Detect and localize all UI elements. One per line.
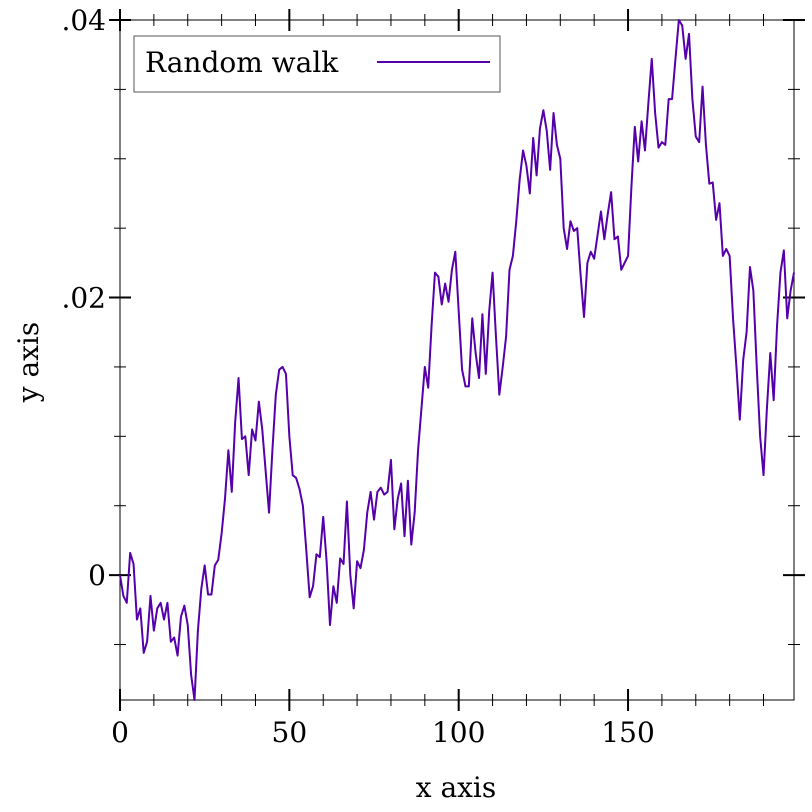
- x-tick-label: 0: [111, 716, 129, 749]
- legend-series-label: Random walk: [145, 46, 339, 79]
- series-line-random-walk: [119, 19, 795, 701]
- axis-tick-labels: 0 50 100 150 0 .02 .04: [61, 4, 654, 749]
- y-axis-title: y axis: [12, 322, 45, 404]
- x-axis-title: x axis: [416, 771, 497, 804]
- y-tick-label: .04: [61, 4, 106, 37]
- legend-box: [133, 35, 501, 93]
- y-tick-label: .02: [61, 282, 106, 315]
- x-tick-label: 150: [601, 716, 654, 749]
- series-layer: [119, 19, 795, 701]
- legend: Random walk: [133, 35, 501, 93]
- axis-ticks: [109, 9, 805, 711]
- y-tick-label: 0: [88, 559, 106, 592]
- plot-area-border: [119, 19, 795, 701]
- x-tick-label: 50: [272, 716, 308, 749]
- x-tick-label: 100: [432, 716, 485, 749]
- plot-frame: [119, 19, 795, 701]
